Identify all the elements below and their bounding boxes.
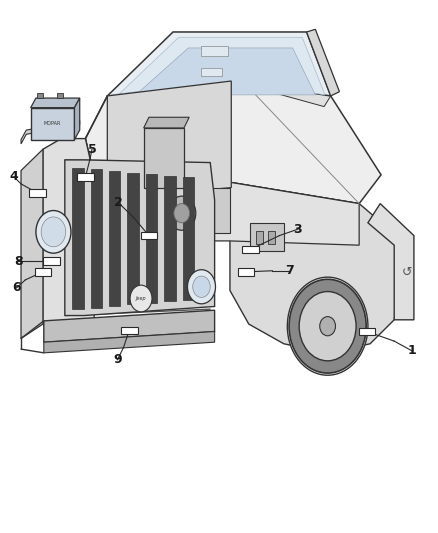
Text: 8: 8 [14,255,23,268]
Bar [201,46,228,56]
Polygon shape [107,32,331,107]
Text: MOPAR: MOPAR [44,121,61,126]
Polygon shape [144,117,189,128]
Polygon shape [109,171,120,306]
Circle shape [289,279,366,373]
Bar [29,189,46,197]
Text: 9: 9 [113,353,122,366]
Text: 4: 4 [10,171,18,183]
Polygon shape [146,174,157,303]
Bar [37,93,43,98]
Bar [43,257,60,265]
Bar [359,328,375,335]
Text: 2: 2 [114,196,123,209]
Circle shape [36,211,71,253]
Polygon shape [230,182,403,353]
Polygon shape [107,81,231,198]
Bar [31,108,74,140]
Polygon shape [136,48,315,95]
Circle shape [193,276,210,297]
Polygon shape [44,332,215,353]
Bar [242,246,259,253]
Circle shape [168,196,196,230]
Bar [201,68,222,76]
Bar [141,232,157,239]
Polygon shape [21,149,43,338]
Bar [268,231,275,244]
Polygon shape [127,173,139,304]
Bar [121,327,138,334]
Polygon shape [183,177,194,300]
Circle shape [320,317,336,336]
Polygon shape [44,310,215,342]
Polygon shape [107,69,331,107]
Polygon shape [250,223,284,251]
Polygon shape [31,98,80,108]
Circle shape [174,204,190,223]
Circle shape [299,292,356,361]
Polygon shape [144,128,184,188]
Bar [77,173,94,181]
Text: 5: 5 [88,143,96,156]
Circle shape [130,285,152,312]
Text: 6: 6 [12,281,21,294]
Circle shape [41,217,66,247]
Text: 1: 1 [407,344,416,357]
Circle shape [187,270,215,304]
Polygon shape [43,139,94,337]
Polygon shape [91,169,102,308]
Polygon shape [21,120,80,144]
Polygon shape [72,168,84,309]
Polygon shape [164,176,176,301]
Bar [238,268,254,276]
Text: 3: 3 [293,223,302,236]
Bar [256,231,263,244]
Polygon shape [74,139,359,245]
Bar [35,268,51,276]
Bar [57,93,63,98]
Polygon shape [307,29,339,96]
Polygon shape [368,204,414,320]
Text: 7: 7 [285,264,293,277]
Polygon shape [151,188,230,233]
Polygon shape [110,37,325,95]
Polygon shape [74,98,80,140]
Circle shape [287,277,368,375]
Text: Jeep: Jeep [136,296,146,301]
Polygon shape [65,160,215,316]
Text: ↺: ↺ [402,266,413,279]
Polygon shape [85,69,381,204]
